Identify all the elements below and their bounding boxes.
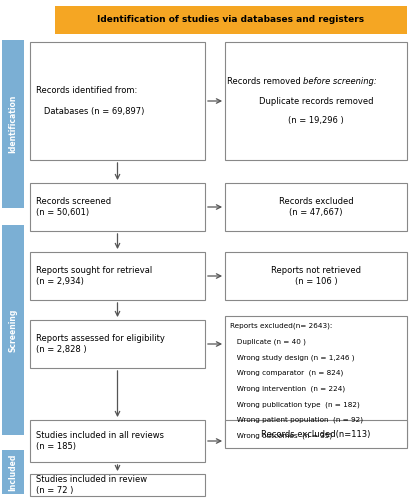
Bar [225, 420, 407, 448]
Text: Records removed: Records removed [226, 76, 303, 86]
Text: Identification of studies via databases and registers: Identification of studies via databases … [98, 16, 364, 24]
Bar [2, 225, 24, 435]
Text: Wrong patient population  (n = 92): Wrong patient population (n = 92) [230, 417, 363, 424]
Bar [30, 420, 205, 462]
Text: Reports sought for retrieval
(n = 2,934): Reports sought for retrieval (n = 2,934) [36, 266, 152, 285]
Text: Identification: Identification [8, 95, 18, 153]
Bar [30, 320, 205, 368]
Bar [225, 316, 407, 446]
Bar [30, 183, 205, 231]
Text: Wrong outcomes  (n = 35): Wrong outcomes (n = 35) [230, 432, 332, 439]
Bar [30, 474, 205, 496]
Text: (n = 19,296 ): (n = 19,296 ) [288, 116, 344, 126]
Text: Wrong comparator  (n = 824): Wrong comparator (n = 824) [230, 370, 343, 376]
Text: Reports excluded(n= 2643):: Reports excluded(n= 2643): [230, 323, 332, 330]
Bar [225, 183, 407, 231]
Bar [30, 42, 205, 160]
Bar [225, 42, 407, 160]
Text: Wrong publication type  (n = 182): Wrong publication type (n = 182) [230, 401, 360, 407]
Bar [30, 252, 205, 300]
Bar [225, 252, 407, 300]
Text: Records excluded
(n = 47,667): Records excluded (n = 47,667) [279, 198, 353, 216]
Text: Reports assessed for eligibility
(n = 2,828 ): Reports assessed for eligibility (n = 2,… [36, 334, 165, 353]
Text: Screening: Screening [8, 308, 18, 352]
Bar [55, 6, 407, 34]
Text: Duplicate (n = 40 ): Duplicate (n = 40 ) [230, 338, 306, 345]
Text: Records identified from:

   Databases (n = 69,897): Records identified from: Databases (n = … [36, 86, 144, 116]
Text: Reports not retrieved
(n = 106 ): Reports not retrieved (n = 106 ) [271, 266, 361, 285]
Text: Wrong intervention  (n = 224): Wrong intervention (n = 224) [230, 386, 345, 392]
Bar [2, 450, 24, 494]
Text: Studies included in review
(n = 72 ): Studies included in review (n = 72 ) [36, 476, 147, 494]
Text: Records excluded(n=113): Records excluded(n=113) [261, 430, 371, 438]
Text: Records screened
(n = 50,601): Records screened (n = 50,601) [36, 198, 111, 216]
Text: Included: Included [8, 454, 18, 490]
Text: Studies included in all reviews
(n = 185): Studies included in all reviews (n = 185… [36, 432, 164, 450]
Text: before screening:: before screening: [303, 76, 377, 86]
Text: Wrong study design (n = 1,246 ): Wrong study design (n = 1,246 ) [230, 354, 354, 361]
Text: Duplicate records removed: Duplicate records removed [259, 96, 373, 106]
Bar [2, 40, 24, 208]
